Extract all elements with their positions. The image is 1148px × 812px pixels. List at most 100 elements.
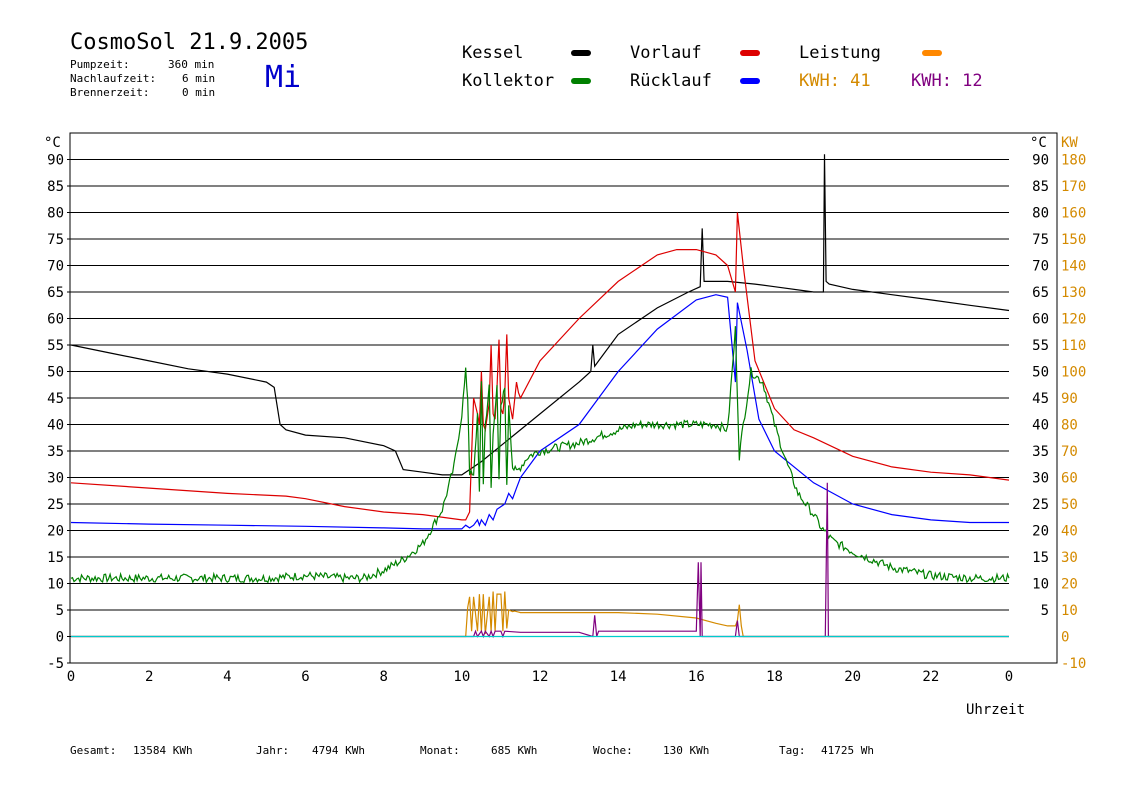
kwh-total-2: KWH: 12	[911, 71, 983, 91]
stat-label-nachlaufzeit: Nachlaufzeit:	[70, 72, 157, 85]
x-tick-label: 18	[766, 669, 783, 685]
y-right-tick-label: 25	[1032, 497, 1049, 513]
kw-tick-label: 130	[1061, 285, 1086, 301]
kwh-total-1: KWH: 41	[799, 71, 871, 91]
weekday-label: Mi	[265, 60, 302, 95]
y-tick-label: 10	[47, 577, 64, 593]
y-tick-label: 5	[56, 603, 64, 619]
series-line-kollektor	[70, 326, 1010, 585]
stat-value-brennerzeit: 0 min	[182, 86, 216, 99]
y-right-tick-label: 90	[1032, 153, 1049, 169]
x-tick-label: 6	[301, 669, 309, 685]
y-right-tick-label: 55	[1032, 338, 1049, 354]
stat-label-brennerzeit: Brennerzeit:	[70, 86, 150, 99]
footer-woche-value: 130 KWh	[663, 744, 710, 757]
page-title: CosmoSol 21.9.2005	[70, 30, 309, 55]
series-line-kessel	[70, 154, 1010, 476]
footer-jahr-label: Jahr:	[256, 744, 290, 757]
kw-tick-label: 110	[1061, 338, 1086, 354]
y-tick-label: 15	[47, 550, 64, 566]
y-right-tick-label: 30	[1032, 471, 1049, 487]
y-tick-label: 40	[47, 418, 64, 434]
y-right-tick-label: 50	[1032, 365, 1049, 381]
footer-monat-value: 685 KWh	[491, 744, 538, 757]
footer-jahr-value: 4794 KWh	[312, 744, 365, 757]
x-tick-label: 10	[453, 669, 470, 685]
y-tick-label: 20	[47, 524, 64, 540]
footer-tag-value: 41725 Wh	[821, 744, 874, 757]
kw-tick-label: 80	[1061, 418, 1078, 434]
y-right-tick-label: 80	[1032, 206, 1049, 222]
y-tick-label: 85	[47, 179, 64, 195]
y-unit-left: °C	[44, 135, 61, 151]
kw-tick-label: 120	[1061, 312, 1086, 328]
x-tick-label: 0	[67, 669, 75, 685]
y-right-tick-label: 10	[1032, 577, 1049, 593]
y-right-tick-label: 60	[1032, 312, 1049, 328]
kw-unit-right: KW	[1061, 135, 1078, 151]
x-axis-label: Uhrzeit	[966, 702, 1025, 718]
series-lines	[70, 154, 1010, 639]
x-tick-label: 12	[532, 669, 549, 685]
legend-label-ruecklauf: Rücklauf	[630, 71, 712, 91]
stat-label-pumpzeit: Pumpzeit:	[70, 58, 130, 71]
y-right-tick-label: 5	[1041, 603, 1049, 619]
kw-tick-label: 60	[1061, 471, 1078, 487]
kw-tick-label: 170	[1061, 179, 1086, 195]
x-tick-label: 14	[610, 669, 627, 685]
legend-swatch-kollektor	[571, 78, 591, 84]
y-tick-label: 60	[47, 312, 64, 328]
kw-tick-label: 40	[1061, 524, 1078, 540]
x-tick-label: 16	[688, 669, 705, 685]
stat-value-pumpzeit: 360 min	[168, 58, 215, 71]
kw-tick-label: 180	[1061, 153, 1086, 169]
y-right-tick-label: 85	[1032, 179, 1049, 195]
y-tick-label: -5	[47, 656, 64, 672]
kw-tick-label: 160	[1061, 206, 1086, 222]
series-line-vorlauf	[70, 212, 1010, 521]
plot-frame	[69, 132, 1058, 664]
y-right-tick-label: 40	[1032, 418, 1049, 434]
footer-gesamt-value: 13584 KWh	[133, 744, 193, 757]
y-right-tick-label: 20	[1032, 524, 1049, 540]
x-tick-label: 20	[844, 669, 861, 685]
legend-label-leistung: Leistung	[799, 43, 881, 63]
kw-tick-label: 0	[1061, 630, 1069, 646]
legend-swatch-kessel	[571, 50, 591, 56]
kw-tick-label: 70	[1061, 444, 1078, 460]
y-tick-label: 25	[47, 497, 64, 513]
y-right-tick-label: 65	[1032, 285, 1049, 301]
legend-swatch-ruecklauf	[740, 78, 760, 84]
legend-label-kollektor: Kollektor	[462, 71, 555, 91]
y-tick-label: 80	[47, 206, 64, 222]
kw-tick-label: 90	[1061, 391, 1078, 407]
footer-gesamt-label: Gesamt:	[70, 744, 117, 757]
y-tick-label: 0	[56, 630, 64, 646]
y-unit-right: °C	[1030, 135, 1047, 151]
y-tick-label: 50	[47, 365, 64, 381]
axis-tick-labels: -505101520253035404550556065707580859051…	[47, 153, 1086, 686]
y-right-tick-label: 35	[1032, 444, 1049, 460]
series-line-leistung	[71, 591, 1009, 638]
legend-swatch-vorlauf	[740, 50, 760, 56]
x-tick-label: 8	[379, 669, 387, 685]
y-tick-label: 90	[47, 153, 64, 169]
footer-woche-label: Woche:	[593, 744, 633, 757]
legend-label-kessel: Kessel	[462, 43, 524, 63]
kw-tick-label: 150	[1061, 232, 1086, 248]
legend-swatch-leistung	[922, 50, 942, 56]
series-line-leistung2	[71, 482, 1009, 639]
footer-tag-label: Tag:	[779, 744, 806, 757]
kw-tick-label: 100	[1061, 365, 1086, 381]
kw-tick-label: 10	[1061, 603, 1078, 619]
legend-label-vorlauf: Vorlauf	[630, 43, 702, 63]
y-tick-label: 65	[47, 285, 64, 301]
series-line-r-cklauf	[70, 294, 1009, 530]
kw-tick-label: 50	[1061, 497, 1078, 513]
y-right-tick-label: 45	[1032, 391, 1049, 407]
x-tick-label: 0	[1005, 669, 1013, 685]
y-tick-label: 75	[47, 232, 64, 248]
y-tick-label: 30	[47, 471, 64, 487]
footer-monat-label: Monat:	[420, 744, 460, 757]
